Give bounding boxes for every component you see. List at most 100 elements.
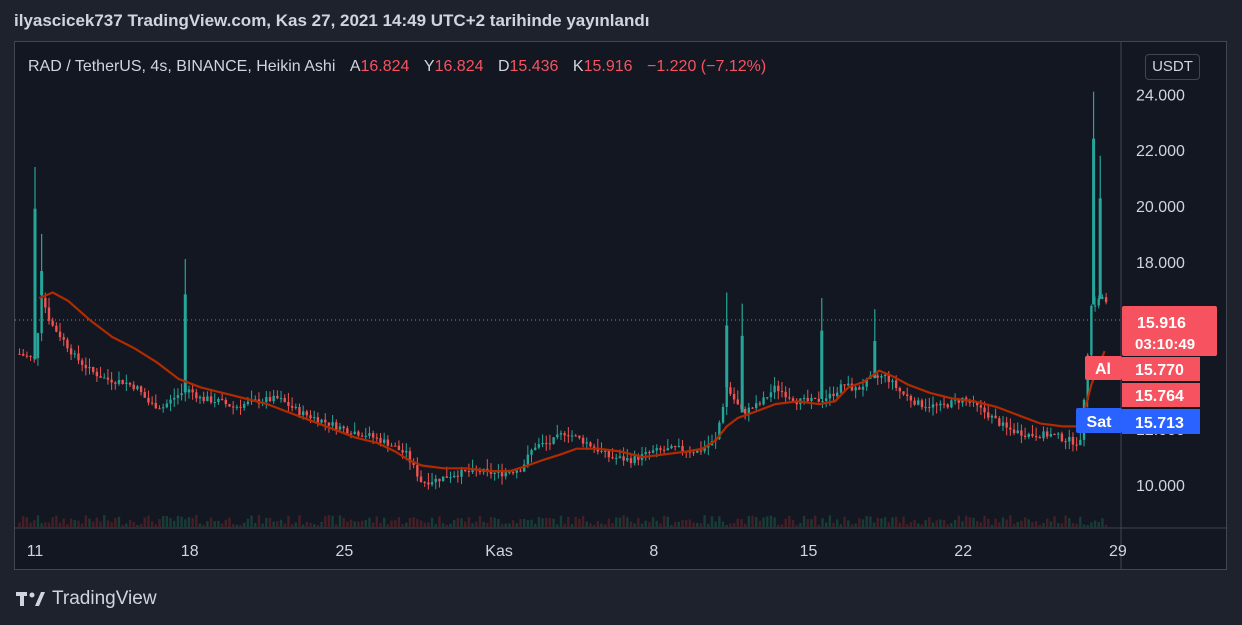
last-price-value: 15.916 xyxy=(1137,315,1186,332)
volume-bar xyxy=(165,516,169,527)
volume-bar xyxy=(309,522,312,527)
currency-button[interactable]: USDT xyxy=(1145,54,1200,80)
candle-body xyxy=(976,401,979,406)
candle-body xyxy=(114,382,117,384)
sell-button[interactable] xyxy=(1076,408,1122,433)
volume-bar xyxy=(600,523,603,527)
volume-bar xyxy=(843,516,846,527)
candle-body xyxy=(209,396,213,403)
volume-bar xyxy=(401,524,404,527)
sell-price-tag xyxy=(1122,409,1200,434)
volume-bar xyxy=(699,523,703,527)
candle-body xyxy=(983,407,986,413)
volume-bar xyxy=(559,515,563,527)
candle-body xyxy=(990,415,994,418)
candle-body xyxy=(987,412,990,418)
candle-body xyxy=(548,443,552,445)
candle-body xyxy=(902,391,905,395)
candle-body xyxy=(1060,433,1064,442)
symbol-label[interactable]: RAD / TetherUS, 4s, BINANCE, Heikin Ashi xyxy=(28,58,336,75)
volume-bar xyxy=(18,522,21,527)
candle-body xyxy=(618,456,622,458)
candle-body xyxy=(651,450,655,453)
volume-bar xyxy=(1071,523,1075,527)
candle-body xyxy=(298,406,301,416)
volume-bar xyxy=(828,515,832,527)
candle-body xyxy=(276,395,279,399)
volume-bar xyxy=(327,515,331,527)
sell-label: Sat xyxy=(1087,414,1113,431)
chart-frame[interactable] xyxy=(14,41,1227,570)
volume-bar xyxy=(644,520,647,527)
volume-bar xyxy=(497,519,500,527)
candle-body xyxy=(379,437,382,443)
volume-bar xyxy=(994,518,997,527)
volume-bar xyxy=(228,517,231,527)
volume-bar xyxy=(33,520,36,527)
spike-body xyxy=(740,335,744,413)
candle-body xyxy=(368,433,371,436)
spike-body xyxy=(725,325,729,388)
candle-body xyxy=(530,449,533,455)
high-label: Y xyxy=(423,58,435,75)
countdown-value: 03:10:49 xyxy=(1135,336,1195,353)
candle-body xyxy=(953,399,957,401)
volume-bar xyxy=(29,522,32,527)
candle-body xyxy=(364,435,367,437)
volume-bar xyxy=(736,518,739,527)
candle-body xyxy=(703,447,706,452)
candle-body xyxy=(44,297,47,308)
candle-body xyxy=(184,392,187,394)
volume-bar xyxy=(261,523,264,527)
volume-bar xyxy=(475,521,478,527)
candle-body xyxy=(132,384,135,390)
candle-body xyxy=(699,450,703,452)
volume-bar xyxy=(1082,524,1086,527)
candle-body xyxy=(957,399,960,403)
candle-body xyxy=(272,395,275,402)
candle-body xyxy=(1057,433,1060,435)
volume-bar xyxy=(791,519,795,527)
candle-body xyxy=(1049,434,1053,437)
volume-bar xyxy=(184,519,187,527)
buy-button[interactable] xyxy=(1085,356,1122,380)
volume-bar xyxy=(515,523,518,527)
volume-bar xyxy=(397,517,401,527)
volume-bar xyxy=(66,524,69,527)
candle-body xyxy=(637,456,640,460)
candle-body xyxy=(58,331,62,338)
candle-body xyxy=(408,451,412,463)
volume-bar xyxy=(1097,521,1100,527)
candle-body xyxy=(887,374,890,382)
volume-bar xyxy=(677,521,681,527)
candle-body xyxy=(780,391,784,393)
candle-body xyxy=(99,376,102,378)
candle-body xyxy=(55,325,58,332)
volume-bar xyxy=(869,516,872,527)
candle-body xyxy=(942,403,946,405)
volume-bar xyxy=(629,521,633,527)
candle-body xyxy=(231,406,235,408)
candle-body xyxy=(1034,436,1038,438)
candle-body xyxy=(349,433,353,435)
candle-body xyxy=(1064,441,1067,443)
volume-bar xyxy=(883,517,887,527)
candle-body xyxy=(836,392,839,397)
volume-bar xyxy=(548,517,552,527)
volume-bar xyxy=(287,515,290,527)
volume-bar xyxy=(928,517,931,527)
candle-body xyxy=(718,422,721,440)
volume-bar xyxy=(578,518,581,527)
volume-bar xyxy=(191,517,194,527)
volume-bar xyxy=(103,515,106,527)
candle-body xyxy=(626,458,629,461)
volume-bar xyxy=(898,522,902,527)
candle-body xyxy=(456,475,460,477)
candle-body xyxy=(139,386,143,393)
volume-bar xyxy=(250,515,253,527)
change-value: −1.220 (−7.12%) xyxy=(646,58,767,75)
candle-body xyxy=(817,398,821,402)
volume-bar xyxy=(353,521,356,527)
moving-average-line xyxy=(38,291,1106,473)
